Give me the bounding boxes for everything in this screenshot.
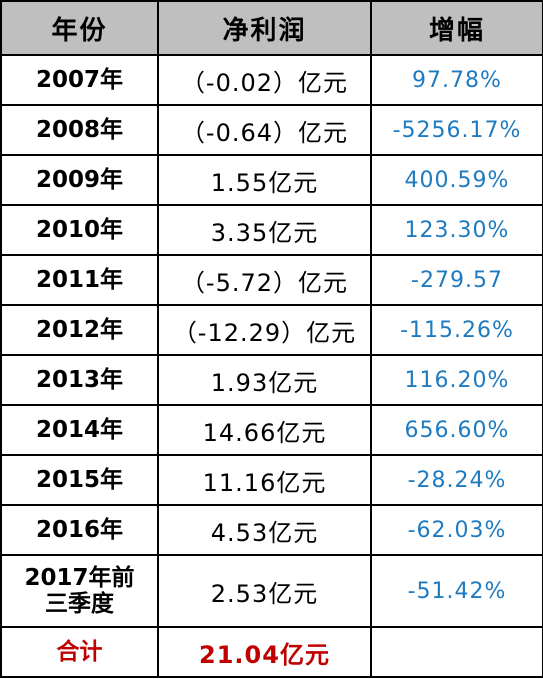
growth-cell: -51.42% [370,554,543,628]
growth-cell: -62.03% [370,504,543,556]
profit-cell: 4.53亿元 [157,504,372,556]
growth-cell: -28.24% [370,454,543,506]
total-row: 合计 21.04亿元 [0,626,543,678]
profit-cell: 2.53亿元 [157,554,372,628]
year-line-2: 三季度 [45,591,114,617]
year-line-1: 2017年前 [24,564,135,591]
profit-cell: 1.55亿元 [157,154,372,206]
table-row: 2015年 11.16亿元 -28.24% [0,454,543,506]
growth-cell: 656.60% [370,404,543,456]
year-cell: 2015年 [0,454,159,506]
total-label: 合计 [0,626,159,678]
header-growth: 增幅 [370,0,543,56]
profit-cell: 1.93亿元 [157,354,372,406]
profit-cell: （-5.72）亿元 [157,254,372,306]
table-row: 2017年前 三季度 2.53亿元 -51.42% [0,554,543,628]
table-row: 2007年 （-0.02）亿元 97.78% [0,54,543,106]
year-cell: 2011年 [0,254,159,306]
growth-cell: -279.57 [370,254,543,306]
profit-cell: 3.35亿元 [157,204,372,256]
table-row: 2012年 （-12.29）亿元 -115.26% [0,304,543,356]
year-cell: 2013年 [0,354,159,406]
growth-cell: 97.78% [370,54,543,106]
table-row: 2014年 14.66亿元 656.60% [0,404,543,456]
profit-cell: （-0.02）亿元 [157,54,372,106]
table-row: 2013年 1.93亿元 116.20% [0,354,543,406]
year-cell: 2008年 [0,104,159,156]
growth-cell: 400.59% [370,154,543,206]
header-year: 年份 [0,0,159,56]
year-cell: 2012年 [0,304,159,356]
table-row: 2009年 1.55亿元 400.59% [0,154,543,206]
year-cell: 2017年前 三季度 [0,554,159,628]
table-row: 2016年 4.53亿元 -62.03% [0,504,543,556]
header-row: 年份 净利润 增幅 [0,0,543,56]
table-row: 2011年 （-5.72）亿元 -279.57 [0,254,543,306]
year-cell: 2016年 [0,504,159,556]
table-row: 2008年 （-0.64）亿元 -5256.17% [0,104,543,156]
year-cell: 2007年 [0,54,159,106]
growth-cell: 123.30% [370,204,543,256]
table-row: 2010年 3.35亿元 123.30% [0,204,543,256]
profit-cell: 14.66亿元 [157,404,372,456]
header-profit: 净利润 [157,0,372,56]
total-growth [370,626,543,678]
profit-cell: （-0.64）亿元 [157,104,372,156]
growth-cell: -5256.17% [370,104,543,156]
year-cell: 2014年 [0,404,159,456]
profit-cell: 11.16亿元 [157,454,372,506]
year-cell: 2009年 [0,154,159,206]
year-cell: 2010年 [0,204,159,256]
growth-cell: -115.26% [370,304,543,356]
growth-cell: 116.20% [370,354,543,406]
profit-cell: （-12.29）亿元 [157,304,372,356]
total-profit: 21.04亿元 [157,626,372,678]
